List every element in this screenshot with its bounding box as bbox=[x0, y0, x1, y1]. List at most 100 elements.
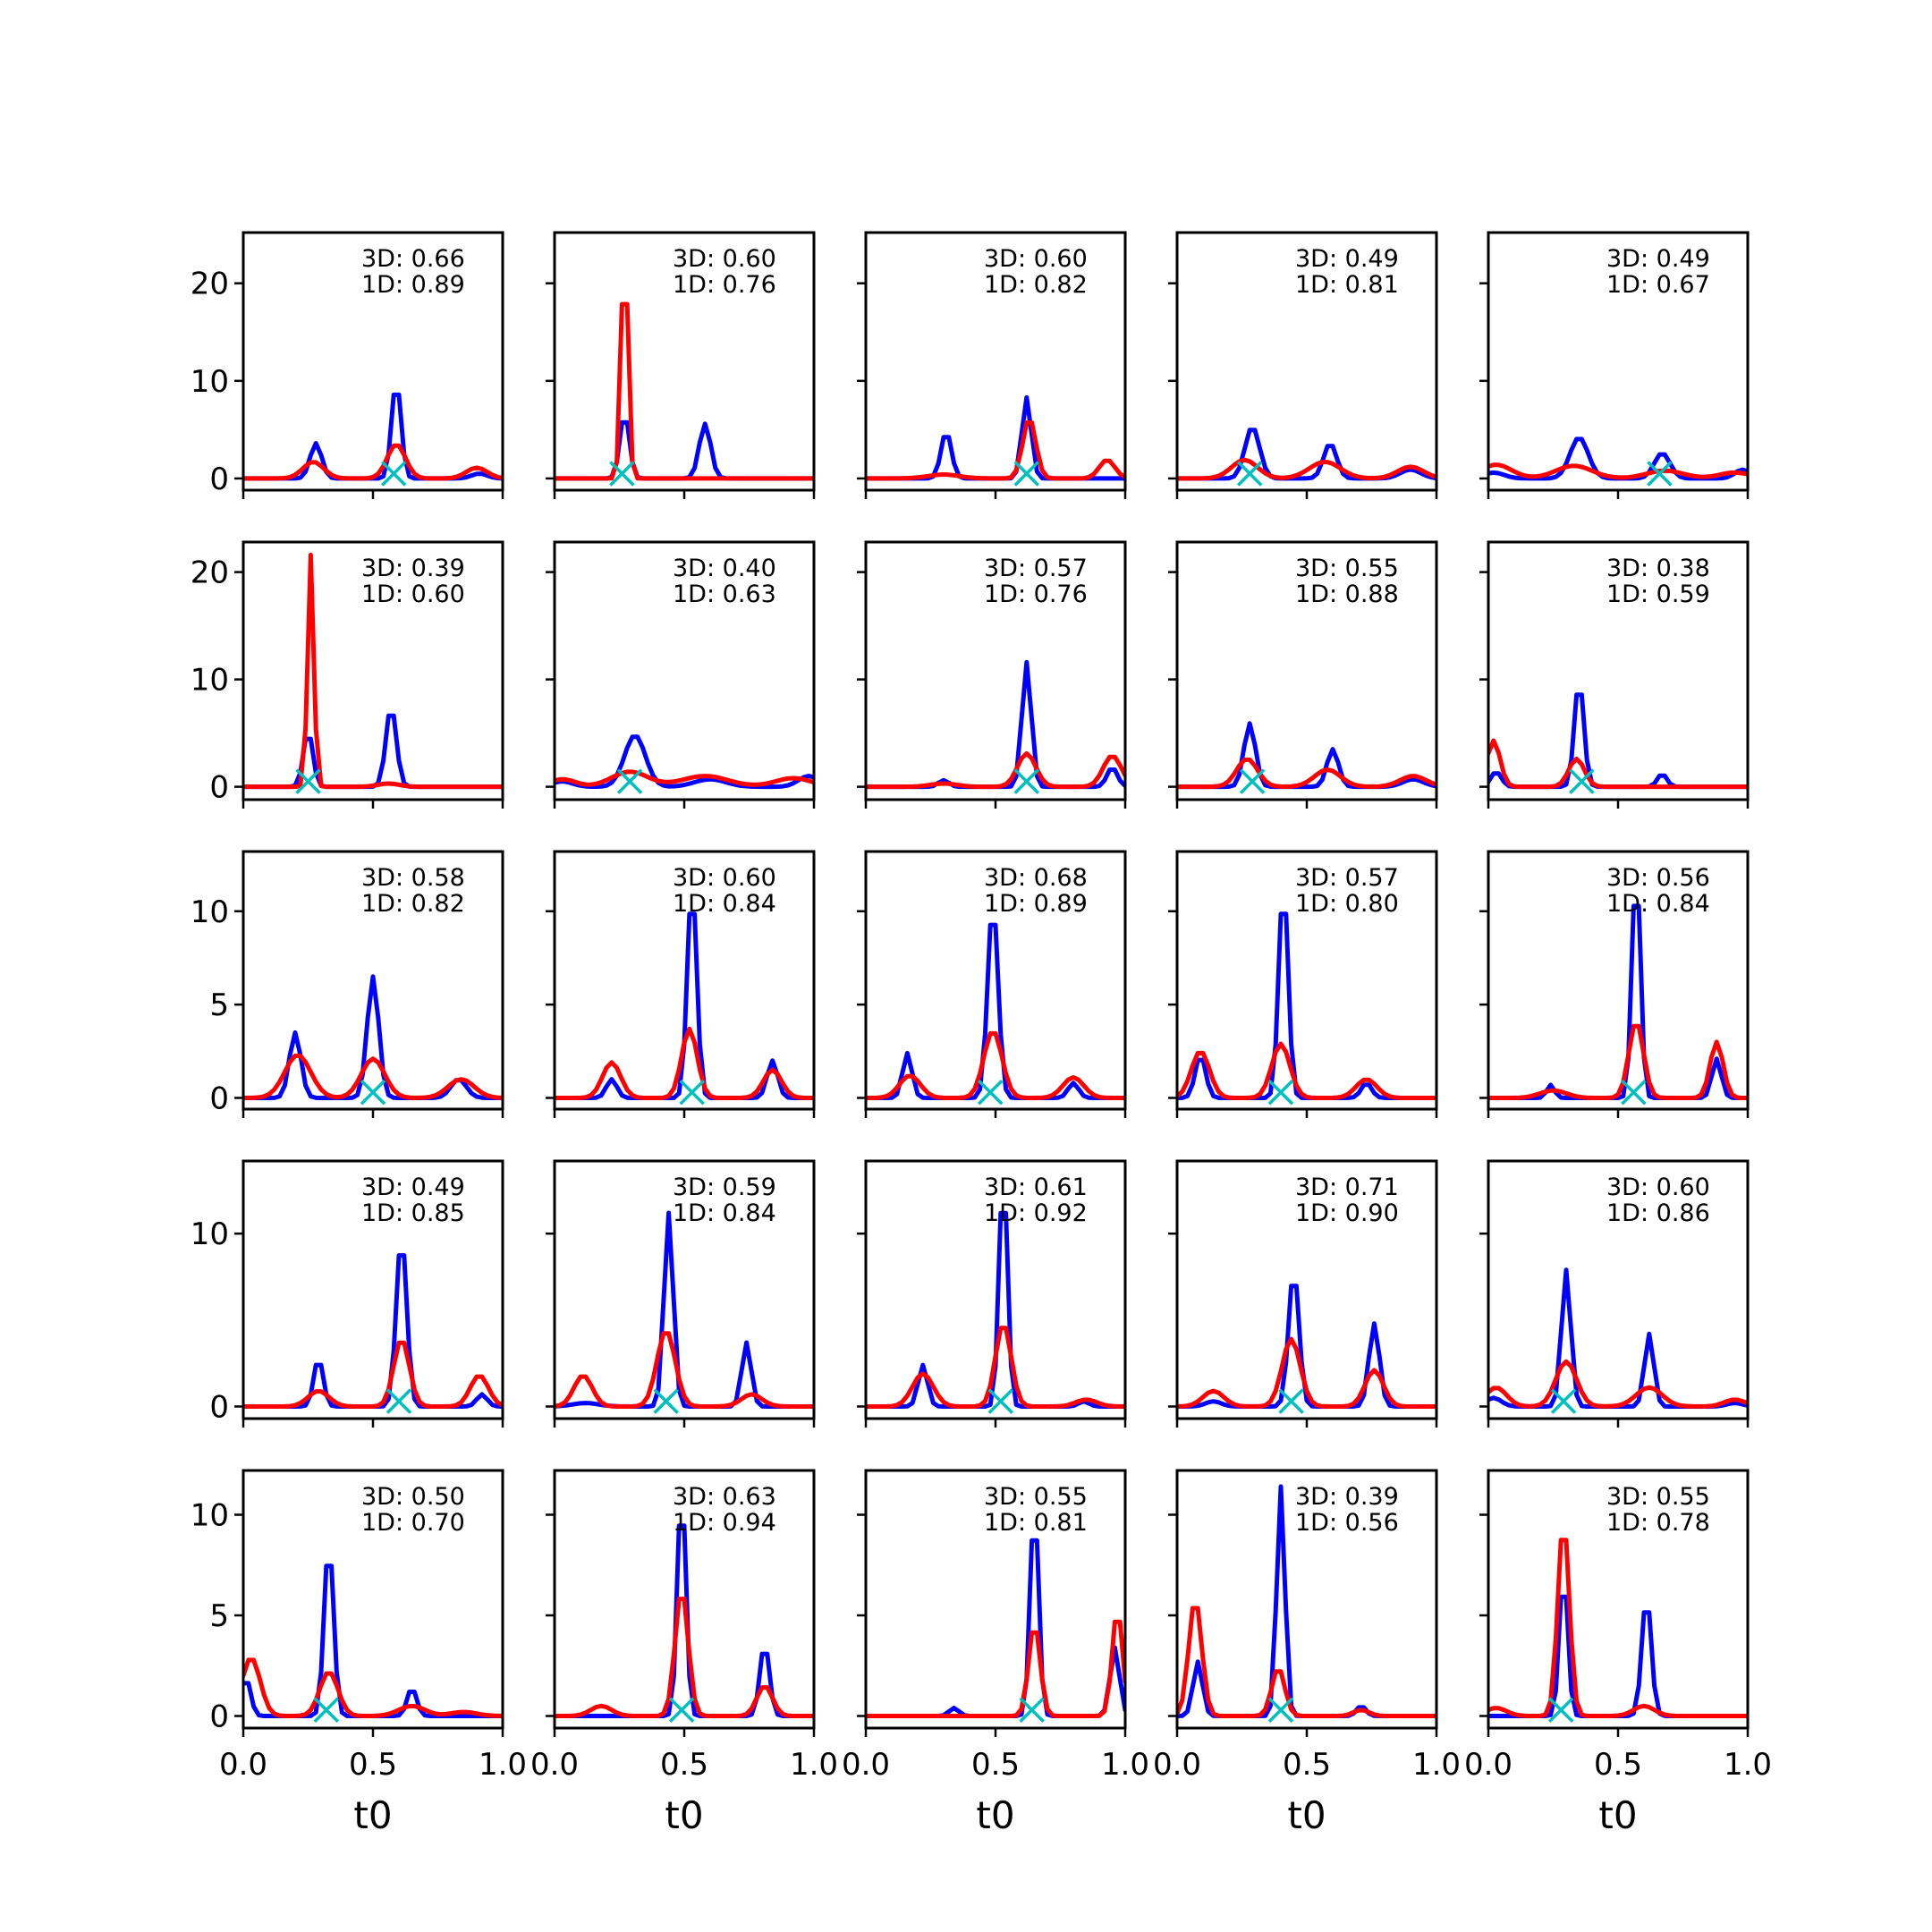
y-tick-label: 5 bbox=[209, 987, 229, 1023]
axes-frame bbox=[242, 540, 504, 801]
red-series-line bbox=[555, 301, 814, 481]
score-annotation: 3D: 0.66 bbox=[361, 245, 465, 273]
score-annotation: 3D: 0.60 bbox=[673, 864, 776, 892]
axes-frame bbox=[864, 1159, 1127, 1420]
y-tick-label: 10 bbox=[191, 1498, 229, 1534]
score-annotation: 1D: 0.78 bbox=[1606, 1509, 1710, 1537]
red-series-line bbox=[555, 1331, 814, 1409]
x-tick-label: 1.0 bbox=[1101, 1747, 1149, 1783]
x-tick-label: 0.5 bbox=[971, 1747, 1020, 1783]
score-annotation: 3D: 0.60 bbox=[673, 245, 776, 273]
axes-frame bbox=[1487, 1469, 1750, 1730]
x-marker bbox=[977, 1079, 1004, 1106]
score-annotation: 1D: 0.90 bbox=[1295, 1199, 1399, 1227]
x-marker bbox=[609, 461, 635, 487]
score-annotation: 1D: 0.76 bbox=[984, 580, 1088, 608]
axes-frame bbox=[242, 231, 504, 492]
series-group bbox=[1177, 721, 1436, 790]
x-tick-label: 0.5 bbox=[660, 1747, 708, 1783]
axes-frame bbox=[553, 1469, 816, 1730]
blue-series-line bbox=[1177, 1284, 1436, 1409]
score-annotation: 3D: 0.55 bbox=[1606, 1483, 1710, 1511]
score-annotation: 1D: 0.84 bbox=[673, 1199, 776, 1227]
x-marker bbox=[653, 1388, 679, 1414]
x-marker bbox=[295, 768, 321, 794]
x-marker bbox=[360, 1079, 386, 1106]
x-axis-label: t0 bbox=[976, 1793, 1014, 1837]
score-annotation: 3D: 0.60 bbox=[1606, 1174, 1710, 1201]
blue-series-line bbox=[555, 1523, 814, 1718]
x-marker bbox=[1236, 461, 1263, 487]
x-tick-label: 1.0 bbox=[790, 1747, 838, 1783]
series-group bbox=[555, 1210, 814, 1409]
score-annotation: 3D: 0.63 bbox=[673, 1483, 776, 1511]
axes-frame bbox=[864, 231, 1127, 492]
blue-series-line bbox=[866, 922, 1125, 1100]
y-tick-label: 10 bbox=[191, 894, 229, 930]
series-group bbox=[243, 552, 503, 790]
red-series-line bbox=[243, 1053, 503, 1100]
x-marker bbox=[380, 461, 407, 487]
red-series-line bbox=[866, 750, 1125, 790]
axes-frame bbox=[553, 540, 816, 801]
axes-frame bbox=[1175, 1469, 1438, 1730]
x-marker bbox=[313, 1697, 340, 1723]
y-tick-label: 10 bbox=[191, 663, 229, 699]
axes-frame bbox=[864, 850, 1127, 1111]
score-annotation: 3D: 0.57 bbox=[1295, 864, 1399, 892]
red-series-line bbox=[1488, 462, 1748, 480]
score-annotation: 3D: 0.39 bbox=[361, 555, 465, 582]
score-annotation: 1D: 0.82 bbox=[984, 271, 1088, 299]
x-tick-label: 0.5 bbox=[1594, 1747, 1642, 1783]
y-tick-label: 20 bbox=[191, 555, 229, 591]
axes-frame bbox=[1175, 540, 1438, 801]
x-marker bbox=[616, 768, 643, 794]
x-marker bbox=[668, 1697, 695, 1723]
score-annotation: 1D: 0.82 bbox=[361, 890, 465, 918]
series-group bbox=[1177, 1284, 1436, 1409]
y-tick-label: 10 bbox=[191, 364, 229, 400]
y-tick-label: 0 bbox=[209, 462, 229, 497]
axes-frame bbox=[553, 1159, 816, 1420]
x-marker bbox=[1013, 461, 1040, 487]
series-group bbox=[1488, 436, 1748, 481]
score-annotation: 3D: 0.38 bbox=[1606, 555, 1710, 582]
score-annotation: 1D: 0.76 bbox=[673, 271, 776, 299]
red-series-line bbox=[1177, 1336, 1436, 1409]
series-group bbox=[555, 1523, 814, 1718]
x-axis-label: t0 bbox=[353, 1793, 392, 1837]
score-annotation: 1D: 0.56 bbox=[1295, 1509, 1399, 1537]
y-tick-label: 0 bbox=[209, 770, 229, 806]
x-axis-label: t0 bbox=[665, 1793, 703, 1837]
score-annotation: 3D: 0.71 bbox=[1295, 1174, 1399, 1201]
score-annotation: 1D: 0.63 bbox=[673, 580, 776, 608]
red-series-line bbox=[866, 420, 1125, 481]
y-tick-label: 0 bbox=[209, 1389, 229, 1425]
x-tick-label: 0.5 bbox=[349, 1747, 397, 1783]
x-marker bbox=[1267, 1697, 1294, 1723]
x-marker bbox=[1647, 461, 1673, 487]
score-annotation: 1D: 0.84 bbox=[1606, 890, 1710, 918]
score-annotation: 3D: 0.49 bbox=[1295, 245, 1399, 273]
axes-frame bbox=[553, 850, 816, 1111]
score-annotation: 3D: 0.39 bbox=[1295, 1483, 1399, 1511]
red-series-line bbox=[243, 1340, 503, 1409]
x-tick-label: 0.0 bbox=[1153, 1747, 1201, 1783]
axes-frame bbox=[1175, 231, 1438, 492]
